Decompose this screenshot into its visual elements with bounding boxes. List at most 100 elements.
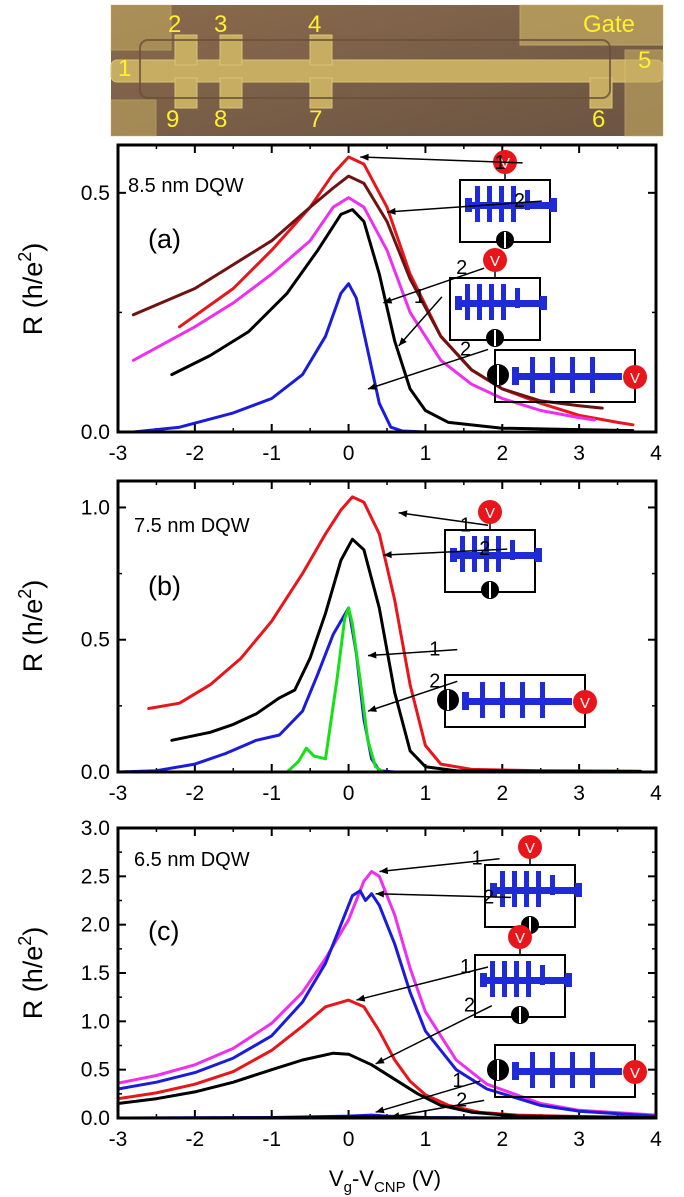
- x-tick-label: 2: [496, 442, 508, 465]
- inset-contact: [465, 198, 472, 212]
- y-tick-label: 1.0: [81, 496, 110, 519]
- annotation-arrow: [390, 1099, 485, 1118]
- inset-contact: [490, 883, 497, 897]
- annotation-label: 1: [460, 514, 471, 536]
- inset-arm: [526, 961, 531, 997]
- annotation-arrow: [375, 892, 512, 899]
- annotation-label: 2: [464, 995, 475, 1017]
- y-tick-label: 0.0: [81, 421, 110, 444]
- x-tick-label: -3: [109, 1128, 128, 1151]
- inset-arm: [500, 871, 505, 907]
- voltmeter-icon: [623, 1060, 647, 1084]
- annotation-arrowhead: [379, 867, 389, 875]
- inset-arm: [550, 357, 555, 393]
- annotation-arrowhead: [383, 296, 393, 304]
- y-tick-label: 0.5: [81, 1059, 110, 1082]
- sample-label: 6.5 nm DQW: [134, 849, 250, 871]
- inset-arm: [590, 357, 595, 393]
- contact-label-2: 2: [168, 11, 181, 38]
- y-tick-label: 2.5: [81, 865, 110, 888]
- series-line-magenta: [131, 196, 596, 422]
- annotation-label: 1: [414, 286, 425, 308]
- annotation-arrow: [367, 680, 458, 712]
- annotation-arrowhead: [391, 1112, 400, 1120]
- annotation-arrow: [375, 1080, 481, 1113]
- inset-arm: [570, 1052, 575, 1088]
- panel-b: -3 -2 -1 0 1 2 3 40.00.51.0R (h/e2) (b)7.5 nm DQ…: [15, 479, 662, 805]
- annotation-label: 1: [460, 956, 471, 978]
- annotation-arrow: [379, 857, 500, 873]
- annotation-arrow: [383, 548, 508, 556]
- annotation-arrowhead: [360, 153, 369, 161]
- inset-arm: [512, 871, 517, 907]
- y-axis-label-sup: 2: [15, 589, 35, 599]
- y-axis-label: R (h/e2): [15, 927, 48, 1020]
- device-inset: V: [484, 835, 582, 934]
- annotation-arrow: [398, 512, 489, 527]
- x-tick-label: 0: [343, 782, 355, 805]
- inset-arm: [502, 961, 507, 997]
- annotation-label: 2: [456, 1089, 467, 1111]
- inset-arm: [465, 284, 470, 320]
- series-line-green: [285, 606, 385, 774]
- annotation-arrowhead: [367, 705, 377, 712]
- contact-label-1: 1: [118, 55, 131, 82]
- contact-label-4: 4: [308, 11, 321, 38]
- x-tick-label: 0: [343, 442, 355, 465]
- inset-contact: [535, 548, 542, 562]
- y-tick-label: 2.0: [81, 914, 110, 937]
- contact-label-8: 8: [214, 106, 227, 133]
- sample-label: 8.5 nm DQW: [128, 175, 244, 197]
- contact-label-6: 6: [592, 106, 605, 133]
- x-tick-label: -2: [186, 782, 205, 805]
- annotation-arrowhead: [383, 551, 392, 559]
- series-group: [116, 495, 643, 774]
- annotation-label: 2: [429, 670, 440, 692]
- voltmeter-icon: [478, 500, 502, 524]
- device-inset: V: [437, 674, 597, 728]
- inset-contact: [575, 883, 582, 897]
- inset-arm: [525, 190, 530, 210]
- inset-arm: [477, 284, 482, 320]
- y-axis-label-close: ): [18, 580, 48, 589]
- y-tick-label: 0.0: [81, 761, 110, 784]
- inset-contact: [512, 367, 519, 385]
- voltmeter-glyph: V: [485, 505, 495, 522]
- inset-arm: [550, 1052, 555, 1088]
- x-tick-label: -2: [186, 1128, 205, 1151]
- inset-hall-bar: [462, 698, 572, 705]
- y-axis-label: R (h/e2): [15, 580, 48, 673]
- annotation-label: 1: [472, 848, 483, 870]
- inset-arm: [500, 682, 505, 718]
- y-tick-label: 0.0: [81, 1107, 110, 1130]
- inset-arm: [484, 536, 489, 572]
- x-tick-label: -2: [186, 442, 205, 465]
- y-axis-label-close: ): [18, 927, 48, 936]
- annotation-arrowhead: [356, 994, 366, 1002]
- y-axis-label-text: R (h/e: [18, 599, 48, 673]
- annotation-arrowhead: [375, 1057, 385, 1064]
- voltmeter-glyph: V: [500, 155, 510, 172]
- inset-contact: [512, 1062, 519, 1080]
- x-tick-label: 0: [343, 1128, 355, 1151]
- plot-frame: [116, 479, 658, 774]
- annotation-arrow: [383, 267, 485, 304]
- annotation-label: 2: [456, 257, 467, 279]
- inset-arm: [487, 186, 492, 222]
- device-insets: V V V: [474, 835, 647, 1098]
- voltmeter-glyph: V: [490, 253, 500, 270]
- y-tick-label: 0.5: [81, 182, 110, 205]
- inset-contact: [550, 198, 557, 212]
- inset-contact: [480, 973, 487, 987]
- inset-arm: [540, 682, 545, 718]
- x-tick-label: -1: [262, 782, 281, 805]
- y-ticks: 0.0 0.5: [81, 182, 656, 444]
- contact-labels: 1 2 3 4 Gate 5 9 8 7 6: [118, 11, 651, 133]
- annotation-arrow: [356, 966, 489, 1001]
- inset-arm: [530, 357, 535, 393]
- y-tick-label: 1.0: [81, 1010, 110, 1033]
- contact-label-5: 5: [638, 47, 651, 74]
